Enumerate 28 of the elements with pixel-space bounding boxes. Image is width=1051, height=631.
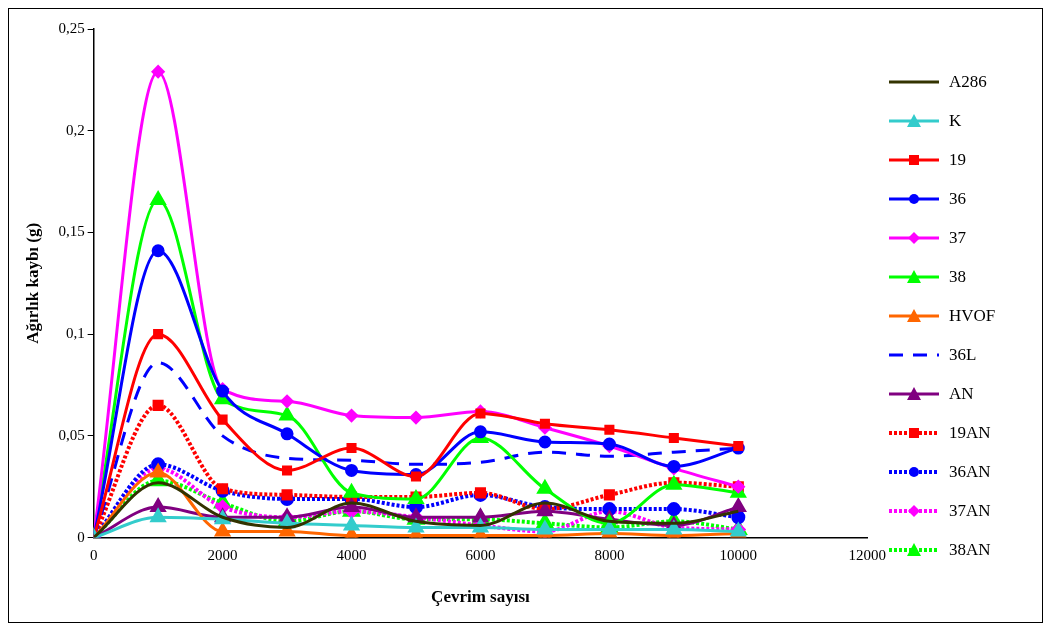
legend-label: A286 bbox=[949, 71, 987, 92]
legend-label: 19AN bbox=[949, 422, 991, 443]
legend-label: 19 bbox=[949, 149, 966, 170]
x-tick-label: 2000 bbox=[207, 546, 238, 563]
legend-label: 38AN bbox=[949, 539, 991, 560]
legend-label: 37 bbox=[949, 227, 966, 248]
legend-label: 36AN bbox=[949, 461, 991, 482]
x-tick-label: 12000 bbox=[848, 546, 886, 563]
legend-label: 36 bbox=[949, 188, 966, 209]
legend-label: AN bbox=[949, 383, 974, 404]
y-tick-label: 0 bbox=[77, 528, 85, 545]
x-tick-label: 4000 bbox=[336, 546, 367, 563]
legend-label: K bbox=[949, 110, 962, 131]
x-axis-title: Çevrim sayısı bbox=[431, 587, 531, 607]
legend-label: 36L bbox=[949, 344, 977, 365]
y-tick-label: 0,2 bbox=[65, 121, 85, 138]
y-tick-label: 0,15 bbox=[58, 223, 85, 240]
legend-label: 38 bbox=[949, 266, 966, 287]
x-tick-label: 0 bbox=[89, 546, 98, 563]
y-axis-title: Ağırlık kaybı (g) bbox=[22, 222, 42, 344]
y-tick-label: 0,05 bbox=[58, 426, 85, 443]
y-tick-label: 0,1 bbox=[65, 325, 85, 342]
x-tick-label: 6000 bbox=[465, 546, 496, 563]
y-tick-label: 0,25 bbox=[58, 19, 85, 36]
legend-label: HVOF bbox=[949, 305, 996, 326]
legend-label: 37AN bbox=[949, 500, 991, 521]
x-tick-label: 10000 bbox=[719, 546, 758, 563]
x-tick-label: 8000 bbox=[594, 546, 625, 563]
